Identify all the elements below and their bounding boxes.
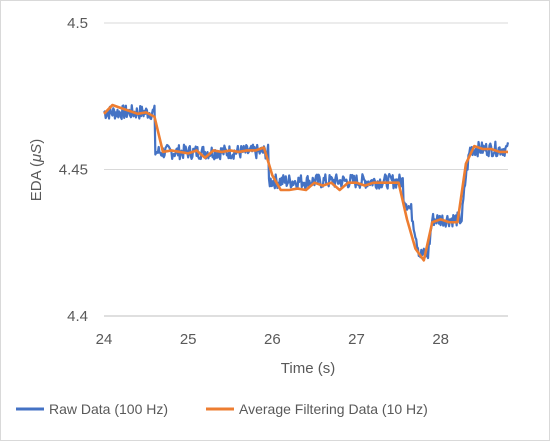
legend: Raw Data (100 Hz) Average Filtering Data… [16, 401, 428, 417]
x-axis-title: Time (s) [281, 360, 335, 377]
x-tick-label: 26 [264, 331, 281, 348]
y-axis-title-unit: μS [28, 144, 45, 163]
y-tick-label: 4.4 [67, 308, 88, 325]
x-tick-labels: 24 25 26 27 28 [96, 331, 449, 348]
y-tick-label: 4.5 [67, 15, 88, 32]
series-layer [103, 103, 510, 262]
x-tick-label: 27 [348, 331, 365, 348]
legend-label-filtered: Average Filtering Data (10 Hz) [239, 401, 428, 417]
y-tick-labels: 4.4 4.45 4.5 [59, 15, 88, 325]
x-tick-label: 25 [180, 331, 197, 348]
x-tick-label: 24 [96, 331, 113, 348]
legend-label-raw: Raw Data (100 Hz) [49, 401, 168, 417]
gridlines [104, 22, 508, 170]
y-tick-label: 4.45 [59, 162, 88, 179]
y-axis-title-close: ) [28, 139, 45, 144]
x-tick-label: 28 [432, 331, 449, 348]
series-filtered-line [103, 103, 508, 262]
series-raw-line [103, 104, 510, 260]
y-axis-title: EDA (μS) [28, 139, 45, 201]
y-axis-title-main: EDA ( [28, 162, 45, 201]
